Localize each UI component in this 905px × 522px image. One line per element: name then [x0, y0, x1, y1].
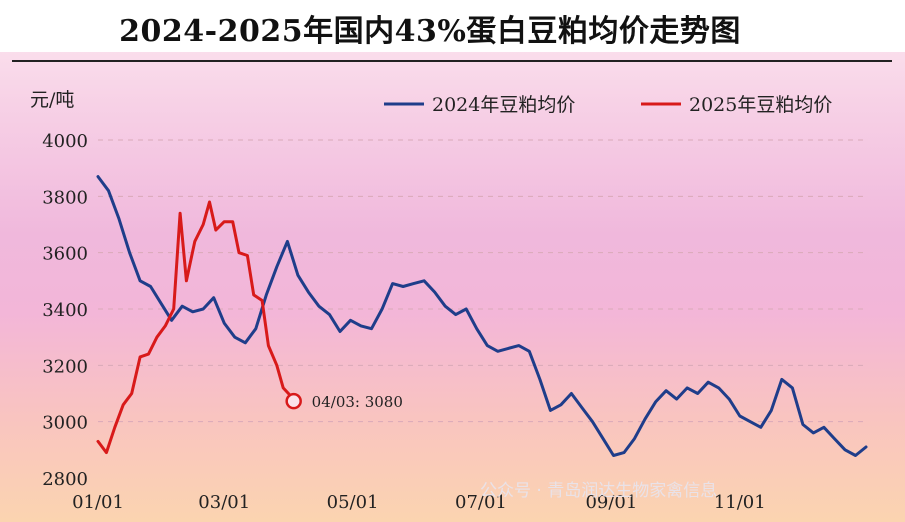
series-layer: [96, 175, 868, 457]
y-tick-label: 3600: [42, 244, 88, 265]
x-tick-label: 09/01: [585, 492, 637, 513]
title-divider: [12, 60, 892, 62]
last-point-marker: [285, 392, 302, 410]
x-axis-ticks: 01/01 03/01 05/01 07/01 09/01 11/01: [72, 492, 766, 513]
annotation-label: 04/03: 3080: [312, 393, 403, 411]
y-tick-label: 3000: [42, 413, 88, 434]
x-tick-label: 03/01: [198, 492, 250, 513]
watermark-text: 公众号 · 青岛润达生物家禽信息: [480, 481, 717, 501]
series-line-2024: [96, 175, 868, 457]
chart-title: 2024-2025年国内43%蛋白豆粕均价走势图: [119, 14, 741, 49]
y-tick-label: 3200: [42, 356, 88, 377]
y-tick-label: 2800: [42, 469, 88, 490]
legend: 2024年豆粕均价 2025年豆粕均价: [384, 94, 832, 116]
y-gridlines: [98, 139, 866, 423]
y-axis-ticks: 2800 3000 3200 3400 3600 3800 4000: [42, 131, 88, 490]
x-tick-label: 05/01: [327, 492, 379, 513]
x-tick-label: 11/01: [714, 492, 766, 513]
y-tick-label: 4000: [42, 131, 88, 152]
annotation: 04/03: 3080: [285, 392, 403, 411]
series-line-2025: [96, 200, 296, 455]
title-band: [0, 0, 905, 52]
legend-label: 2024年豆粕均价: [432, 94, 575, 116]
y-tick-label: 3400: [42, 300, 88, 321]
y-tick-label: 3800: [42, 187, 88, 208]
y-axis-unit-label: 元/吨: [30, 89, 74, 111]
x-tick-label: 01/01: [72, 492, 124, 513]
x-tick-label: 07/01: [455, 492, 507, 513]
legend-label: 2025年豆粕均价: [689, 94, 832, 116]
